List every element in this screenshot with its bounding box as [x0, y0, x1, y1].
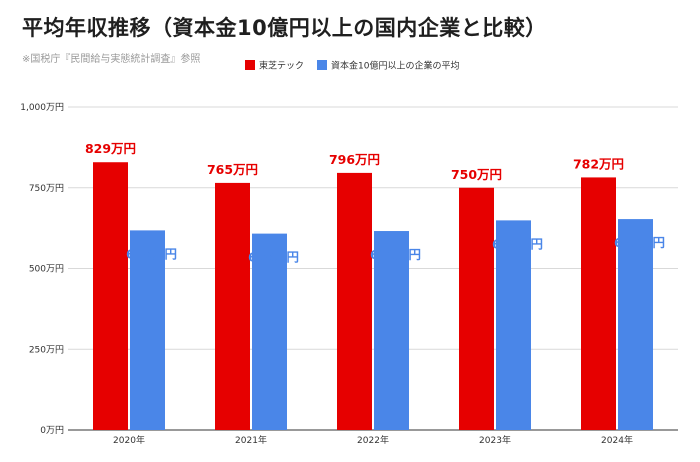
data-label-average: 616万円	[370, 247, 421, 262]
source-note: ※国税庁『民間給与実態統計調査』参照	[22, 54, 201, 65]
bar-company	[93, 162, 128, 430]
grid-lines	[68, 106, 678, 431]
x-tick-label: 2024年	[601, 434, 633, 446]
bar-company	[459, 187, 494, 430]
data-label-company: 782万円	[573, 156, 624, 171]
chart-title: 平均年収推移（資本金10億円以上の国内企業と比較）	[22, 16, 547, 40]
legend-swatch	[317, 60, 327, 70]
x-tick-label: 2021年	[235, 434, 267, 446]
x-axis-ticks: 2020年 2021年 2022年 2023年 2024年	[113, 434, 633, 446]
data-labels: 829万円 618万円 765万円 608万円 796万円 616万円 750万円 649万円…	[85, 141, 665, 264]
legend: 東芝テック 資本金10億円以上の企業の平均	[245, 60, 459, 72]
y-tick-label: 500万円	[29, 264, 64, 275]
data-label-average: 649万円	[492, 236, 543, 251]
bar-company	[337, 172, 372, 430]
y-tick-label: 0万円	[40, 425, 64, 436]
bar-company	[581, 177, 616, 430]
x-tick-label: 2020年	[113, 434, 145, 446]
data-label-average: 653万円	[614, 235, 665, 250]
y-tick-label: 750万円	[29, 183, 64, 194]
legend-swatch	[245, 60, 255, 70]
data-label-company: 796万円	[329, 152, 380, 167]
x-tick-label: 2022年	[357, 434, 389, 446]
bar-company	[215, 182, 250, 430]
y-tick-label: 250万円	[29, 344, 64, 355]
legend-label: 東芝テック	[259, 60, 304, 72]
y-axis-ticks: 0万円 250万円 500万円 750万円 1,000万円	[20, 102, 64, 436]
bars	[93, 162, 653, 430]
bar-average	[374, 231, 409, 430]
bar-average	[496, 220, 531, 430]
y-tick-label: 1,000万円	[20, 102, 64, 113]
bar-average	[130, 230, 165, 430]
data-label-average: 618万円	[126, 246, 177, 261]
bar-average	[252, 233, 287, 430]
data-label-company: 750万円	[451, 167, 502, 182]
data-label-average: 608万円	[248, 250, 299, 265]
x-tick-label: 2023年	[479, 434, 511, 446]
bar-average	[618, 219, 653, 430]
legend-label: 資本金10億円以上の企業の平均	[331, 60, 459, 72]
data-label-company: 765万円	[207, 162, 258, 177]
data-label-company: 829万円	[85, 141, 136, 156]
